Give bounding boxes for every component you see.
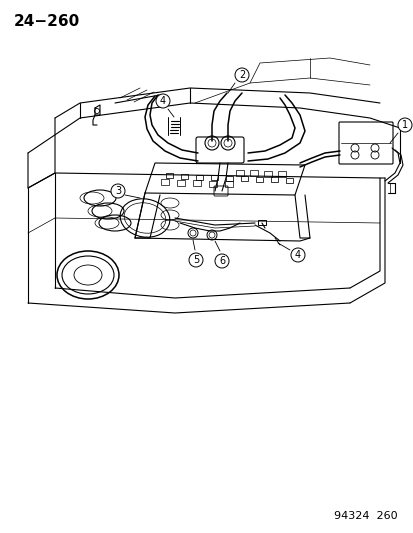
- Text: 24−260: 24−260: [14, 14, 80, 29]
- Circle shape: [235, 68, 248, 82]
- Text: 94324  260: 94324 260: [334, 511, 397, 521]
- Circle shape: [111, 184, 125, 198]
- Text: 2: 2: [238, 70, 244, 80]
- Text: 4: 4: [294, 250, 300, 260]
- Text: 1: 1: [401, 120, 407, 130]
- Text: 3: 3: [115, 186, 121, 196]
- Circle shape: [156, 94, 170, 108]
- Circle shape: [214, 254, 228, 268]
- Text: 4: 4: [159, 96, 166, 106]
- Text: 6: 6: [218, 256, 225, 266]
- Circle shape: [397, 118, 411, 132]
- Text: 5: 5: [192, 255, 199, 265]
- Circle shape: [290, 248, 304, 262]
- Circle shape: [189, 253, 202, 267]
